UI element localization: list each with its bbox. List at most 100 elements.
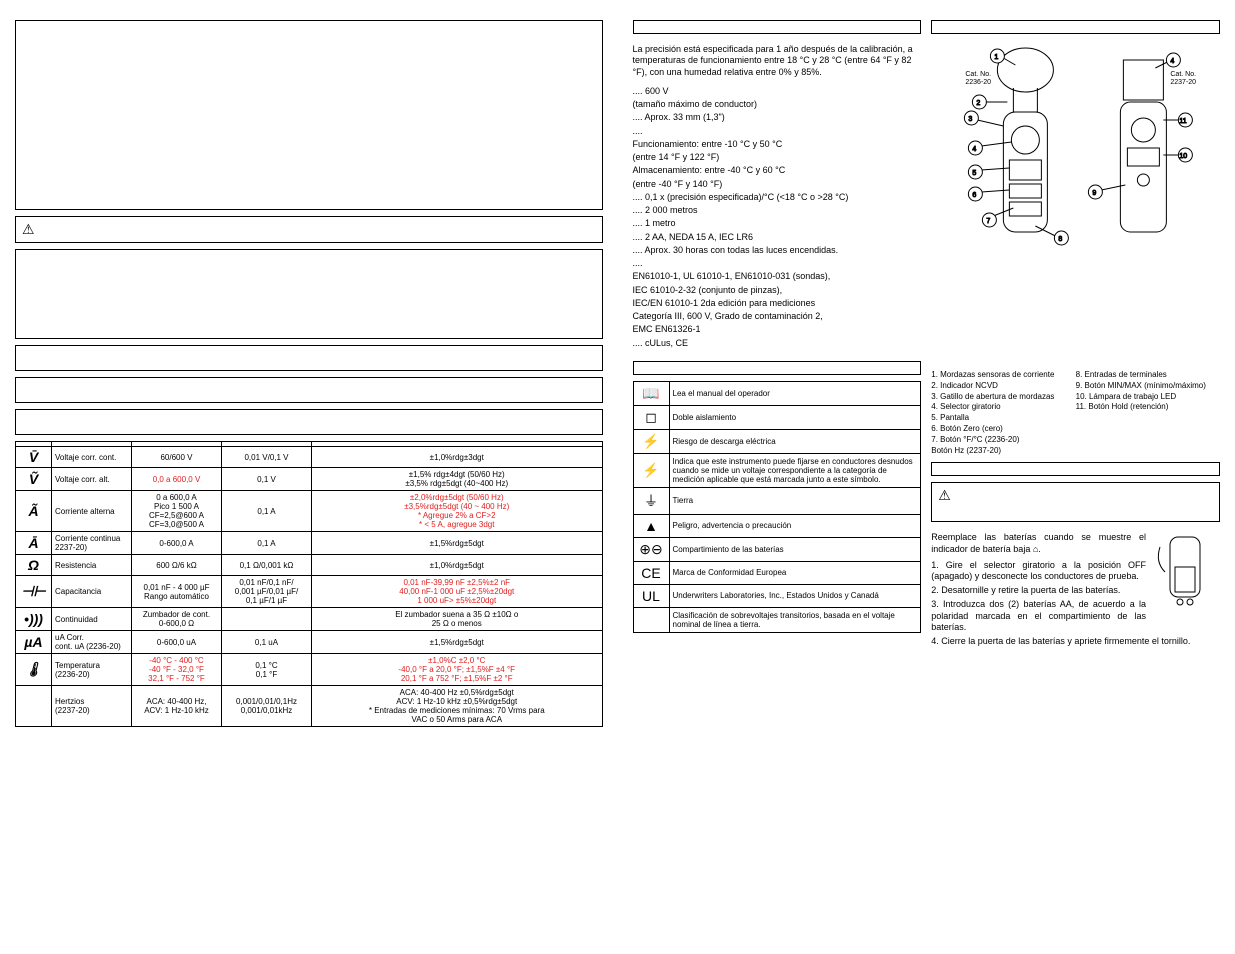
spec-line: .... bbox=[633, 258, 922, 269]
legend-item: 10. Lámpara de trabajo LED bbox=[1076, 392, 1220, 403]
left-page: V̄Voltaje corr. cont.60/600 V0,01 V/0,1 … bbox=[0, 0, 618, 954]
diagram-label-left: Cat. No. bbox=[966, 71, 992, 78]
svg-text:1: 1 bbox=[995, 54, 999, 61]
symbol-icon bbox=[633, 607, 669, 632]
symbol-row: ⊕⊖Compartimiento de las baterías bbox=[633, 537, 921, 561]
spec-row: 🌡Temperatura(2236-20)-40 °C - 400 °C-40 … bbox=[16, 654, 603, 686]
symbol-icon: ⏚ bbox=[633, 487, 669, 514]
spec-line: .... 2 000 metros bbox=[633, 205, 922, 216]
legend-item: 5. Pantalla bbox=[931, 413, 1075, 424]
spec-row: V̄Voltaje corr. cont.60/600 V0,01 V/0,1 … bbox=[16, 447, 603, 468]
panel-warning-3 bbox=[931, 482, 1220, 522]
legend-item: 1. Mordazas sensoras de corriente bbox=[931, 370, 1075, 381]
symbol-desc: Compartimiento de las baterías bbox=[669, 537, 921, 561]
svg-text:3: 3 bbox=[969, 116, 973, 123]
page-root: V̄Voltaje corr. cont.60/600 V0,01 V/0,1 … bbox=[0, 0, 1235, 954]
symbol-row: Clasificación de sobrevoltajes transitor… bbox=[633, 607, 921, 632]
panel-blank-3 bbox=[15, 377, 603, 403]
spec-lines: .... 600 V (tamaño máximo de conductor)..… bbox=[633, 86, 922, 351]
battery-section: Reemplace las baterías cuando se muestre… bbox=[931, 532, 1220, 649]
legend-item: 3. Gatillo de abertura de mordazas bbox=[931, 392, 1075, 403]
symbol-icon: UL bbox=[633, 584, 669, 607]
svg-text:2: 2 bbox=[977, 100, 981, 107]
spec-line: Almacenamiento: entre -40 °C y 60 °C bbox=[633, 165, 922, 176]
legend-item: 11. Botón Hold (retención) bbox=[1076, 402, 1220, 413]
spec-line: (tamaño máximo de conductor) bbox=[633, 99, 922, 110]
spec-line: .... Aprox. 30 horas con todas las luces… bbox=[633, 245, 922, 256]
svg-text:5: 5 bbox=[973, 170, 977, 177]
spec-row: µAuA Corr.cont. uA (2236-20)0-600,0 uA0,… bbox=[16, 631, 603, 654]
svg-text:2236-20: 2236-20 bbox=[966, 79, 992, 86]
symbol-desc: Riesgo de descarga eléctrica bbox=[669, 429, 921, 453]
precision-intro: La precisión está especificada para 1 añ… bbox=[633, 40, 922, 86]
svg-text:4: 4 bbox=[1171, 58, 1175, 65]
spec-row: Hertzios(2237-20)ACA: 40-400 Hz,ACV: 1 H… bbox=[16, 686, 603, 727]
legend-item: 8. Entradas de terminales bbox=[1076, 370, 1220, 381]
spec-table: V̄Voltaje corr. cont.60/600 V0,01 V/0,1 … bbox=[15, 441, 603, 727]
symbol-desc: Peligro, advertencia o precaución bbox=[669, 514, 921, 537]
right-page: La precisión está especificada para 1 añ… bbox=[618, 0, 1235, 954]
spec-row: ⊣⊢Capacitancia0,01 nF - 4 000 µFRango au… bbox=[16, 576, 603, 608]
panel-blank-2 bbox=[15, 345, 603, 371]
legend-item: 9. Botón MIN/MAX (mínimo/máximo) bbox=[1076, 381, 1220, 392]
svg-text:4: 4 bbox=[973, 146, 977, 153]
symbol-icon: ⚡ bbox=[633, 429, 669, 453]
symbol-icon: ◻ bbox=[633, 405, 669, 429]
legend-item: 4. Selector giratorio bbox=[931, 402, 1075, 413]
symbol-desc: Indica que este instrumento puede fijars… bbox=[669, 453, 921, 487]
panel-diagram-heading bbox=[931, 20, 1220, 34]
spec-line: IEC 61010-2-32 (conjunto de pinzas), bbox=[633, 285, 922, 296]
panel-symbols-heading bbox=[633, 361, 922, 375]
spec-line: .... bbox=[633, 126, 922, 137]
symbol-row: CEMarca de Conformidad Europea bbox=[633, 561, 921, 584]
symbol-row: ULUnderwriters Laboratories, Inc., Estad… bbox=[633, 584, 921, 607]
spec-row: ĀCorriente continua2237-20)0-600,0 A0,1 … bbox=[16, 532, 603, 555]
symbol-icon: 📖 bbox=[633, 381, 669, 405]
spec-line: EN61010-1, UL 61010-1, EN61010-031 (sond… bbox=[633, 271, 922, 282]
legend-item: 6. Botón Zero (cero) bbox=[931, 424, 1075, 435]
svg-text:7: 7 bbox=[987, 218, 991, 225]
svg-text:8: 8 bbox=[1059, 236, 1063, 243]
symbol-icon: ▲ bbox=[633, 514, 669, 537]
diagram-label-right: Cat. No. bbox=[1171, 71, 1197, 78]
symbol-row: ▲Peligro, advertencia o precaución bbox=[633, 514, 921, 537]
svg-text:6: 6 bbox=[973, 192, 977, 199]
legend-item: 2. Indicador NCVD bbox=[931, 381, 1075, 392]
precision-intro-text: La precisión está especificada para 1 añ… bbox=[633, 44, 913, 77]
svg-text:9: 9 bbox=[1093, 190, 1097, 197]
spec-line: IEC/EN 61010-1 2da edición para medicion… bbox=[633, 298, 922, 309]
symbol-desc: Clasificación de sobrevoltajes transitor… bbox=[669, 607, 921, 632]
spec-line: .... 600 V bbox=[633, 86, 922, 97]
spec-line: .... 0,1 x (precisión especificada)/°C (… bbox=[633, 192, 922, 203]
spec-line: (entre -40 °F y 140 °F) bbox=[633, 179, 922, 190]
symbol-row: ⚡Indica que este instrumento puede fijar… bbox=[633, 453, 921, 487]
svg-text:10: 10 bbox=[1180, 153, 1188, 160]
panel-warning-1 bbox=[15, 216, 603, 243]
symbol-row: ⏚Tierra bbox=[633, 487, 921, 514]
spec-line: Funcionamiento: entre -10 °C y 50 °C bbox=[633, 139, 922, 150]
diagram-legend: 1. Mordazas sensoras de corriente2. Indi… bbox=[931, 370, 1220, 456]
spec-line: .... cULus, CE bbox=[633, 338, 922, 349]
spec-line: .... 1 metro bbox=[633, 218, 922, 229]
spec-line: .... 2 AA, NEDA 15 A, IEC LR6 bbox=[633, 232, 922, 243]
panel-blank-1 bbox=[15, 249, 603, 339]
symbol-row: ⚡Riesgo de descarga eléctrica bbox=[633, 429, 921, 453]
spec-row: ṼVoltaje corr. alt.0,0 a 600,0 V0,1 V±1,… bbox=[16, 468, 603, 491]
symbol-row: 📖Lea el manual del operador bbox=[633, 381, 921, 405]
symbol-icon: ⚡ bbox=[633, 453, 669, 487]
spec-line: .... Aprox. 33 mm (1,3") bbox=[633, 112, 922, 123]
spec-row: •)))ContinuidadZumbador de cont.0-600,0 … bbox=[16, 608, 603, 631]
spec-row: ÃCorriente alterna0 a 600,0 APico 1 500 … bbox=[16, 491, 603, 532]
panel-blank-4 bbox=[15, 409, 603, 435]
spec-line: EMC EN61326-1 bbox=[633, 324, 922, 335]
spec-row: ΩResistencia600 Ω/6 kΩ0,1 Ω/0,001 kΩ±1,0… bbox=[16, 555, 603, 576]
panel-warning-2 bbox=[931, 462, 1220, 476]
panel-top bbox=[15, 20, 603, 210]
symbol-desc: Doble aislamiento bbox=[669, 405, 921, 429]
symbol-icon: CE bbox=[633, 561, 669, 584]
symbol-desc: Tierra bbox=[669, 487, 921, 514]
symbol-desc: Marca de Conformidad Europea bbox=[669, 561, 921, 584]
spec-line: Categoría III, 600 V, Grado de contamina… bbox=[633, 311, 922, 322]
svg-text:2237-20: 2237-20 bbox=[1171, 79, 1197, 86]
symbols-table: 📖Lea el manual del operador◻Doble aislam… bbox=[633, 381, 922, 633]
